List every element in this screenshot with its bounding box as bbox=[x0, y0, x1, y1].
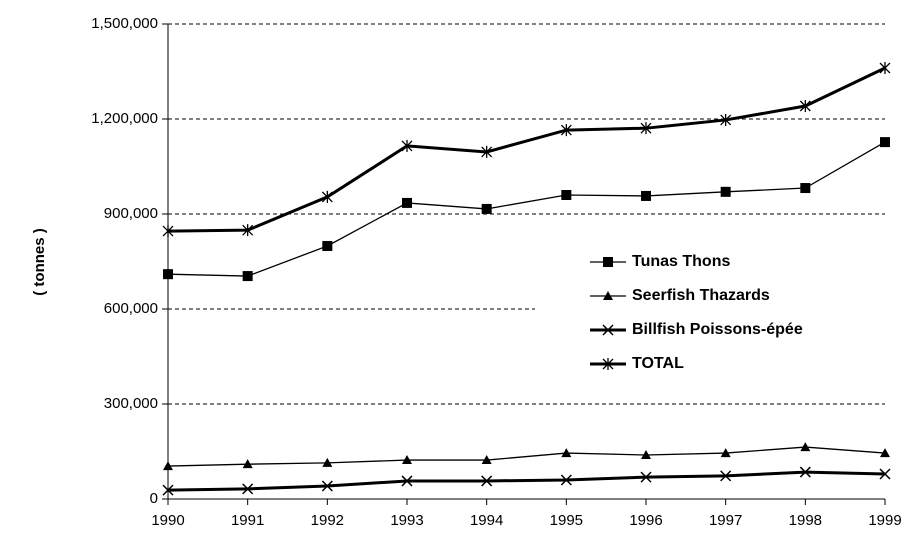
series-line bbox=[167, 446, 886, 467]
marker bbox=[880, 448, 890, 458]
marker bbox=[720, 113, 732, 126]
marker bbox=[322, 457, 333, 467]
marker bbox=[880, 137, 890, 148]
marker bbox=[402, 197, 412, 208]
marker bbox=[602, 324, 614, 336]
marker bbox=[560, 474, 572, 486]
marker bbox=[321, 190, 333, 203]
marker bbox=[879, 468, 891, 480]
x-tick-label: 1994 bbox=[470, 512, 503, 529]
y-tick-label: 1,500,000 bbox=[91, 15, 158, 32]
y-tick-label: 0 bbox=[150, 490, 158, 507]
x-tick-label: 1997 bbox=[709, 512, 742, 529]
marker bbox=[481, 145, 493, 158]
marker bbox=[640, 122, 652, 135]
marker bbox=[641, 449, 651, 459]
marker bbox=[242, 271, 253, 282]
marker bbox=[401, 139, 413, 152]
marker bbox=[799, 466, 811, 478]
y-tick-label: 900,000 bbox=[104, 205, 158, 222]
marker bbox=[162, 225, 174, 238]
x-tick-label: 1999 bbox=[868, 512, 901, 529]
marker bbox=[799, 100, 811, 113]
marker bbox=[242, 459, 253, 469]
marker bbox=[800, 183, 811, 194]
legend-label: TOTAL bbox=[632, 355, 684, 372]
series-line bbox=[167, 141, 886, 277]
marker bbox=[162, 484, 174, 496]
legend-label: Seerfish Thazards bbox=[632, 287, 770, 304]
marker bbox=[242, 483, 254, 495]
marker bbox=[481, 455, 492, 465]
marker bbox=[163, 269, 173, 280]
legend-entry: Tunas Thons bbox=[590, 253, 730, 270]
marker bbox=[641, 190, 651, 201]
y-axis-label: ( tonnes ) bbox=[31, 228, 48, 296]
marker bbox=[401, 475, 413, 487]
series-line bbox=[167, 470, 886, 492]
x-tick-label: 1990 bbox=[151, 512, 184, 529]
marker bbox=[402, 455, 412, 465]
x-tick-label: 1998 bbox=[789, 512, 822, 529]
legend-entry: Seerfish Thazards bbox=[590, 287, 770, 304]
marker bbox=[481, 203, 492, 214]
marker bbox=[603, 257, 613, 267]
marker bbox=[879, 62, 891, 75]
marker bbox=[321, 480, 333, 492]
x-tick-label: 1995 bbox=[550, 512, 583, 529]
marker bbox=[800, 442, 811, 452]
y-tick-label: 600,000 bbox=[104, 300, 158, 317]
marker bbox=[561, 448, 572, 458]
marker bbox=[561, 190, 572, 200]
marker bbox=[603, 291, 613, 300]
series-line bbox=[167, 66, 886, 233]
marker bbox=[481, 475, 493, 487]
x-tick-label: 1991 bbox=[231, 512, 264, 529]
legend-label: Tunas Thons bbox=[632, 253, 730, 270]
x-tick-label: 1992 bbox=[311, 512, 344, 529]
marker bbox=[163, 461, 173, 471]
legend-entry: TOTAL bbox=[590, 355, 684, 372]
marker bbox=[560, 124, 572, 137]
marker bbox=[640, 471, 652, 483]
marker bbox=[602, 358, 614, 370]
y-tick-label: 300,000 bbox=[104, 395, 158, 412]
marker bbox=[720, 470, 732, 482]
legend-entry: Billfish Poissons-épée bbox=[590, 321, 803, 338]
marker bbox=[720, 448, 731, 458]
marker bbox=[720, 186, 731, 197]
x-tick-label: 1996 bbox=[629, 512, 662, 529]
x-tick-label: 1993 bbox=[390, 512, 423, 529]
legend-label: Billfish Poissons-épée bbox=[632, 321, 803, 338]
marker bbox=[242, 224, 254, 237]
y-tick-label: 1,200,000 bbox=[91, 110, 158, 127]
marker bbox=[322, 240, 333, 251]
